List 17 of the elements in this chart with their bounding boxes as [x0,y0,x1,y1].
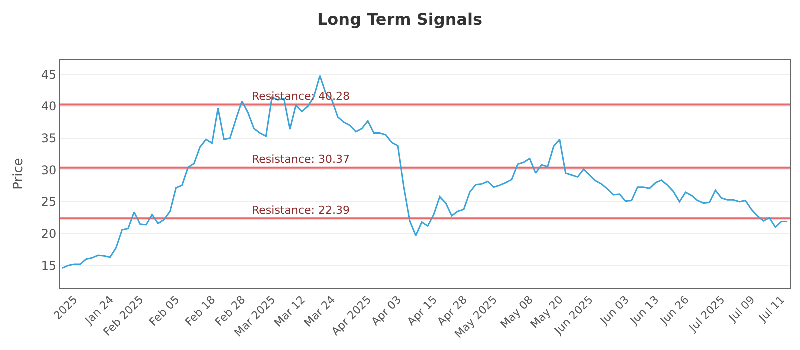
y-tick-label: 15 [41,258,57,273]
x-tick-label: Apr 15 [404,294,440,329]
x-tick-label: Jul 09 [726,294,758,326]
chart-title: Long Term Signals [317,10,483,30]
y-tick-label: 30 [41,163,57,178]
y-tick-label: 40 [41,100,57,114]
x-tick-label: Feb 05 [146,294,182,329]
y-tick-label: 25 [41,195,57,210]
ref-line-label: Resistance: 22.39 [252,204,350,217]
y-axis-title: Price [11,158,26,190]
y-tick-label: 45 [41,68,57,82]
ref-line-label: Resistance: 30.37 [252,153,350,166]
x-tick-label: Jul 11 [756,294,788,326]
y-tick-label: 20 [41,227,57,242]
line-series [62,75,788,270]
x-tick-label: Apr 03 [369,294,404,329]
y-tick-label: 35 [41,132,57,146]
